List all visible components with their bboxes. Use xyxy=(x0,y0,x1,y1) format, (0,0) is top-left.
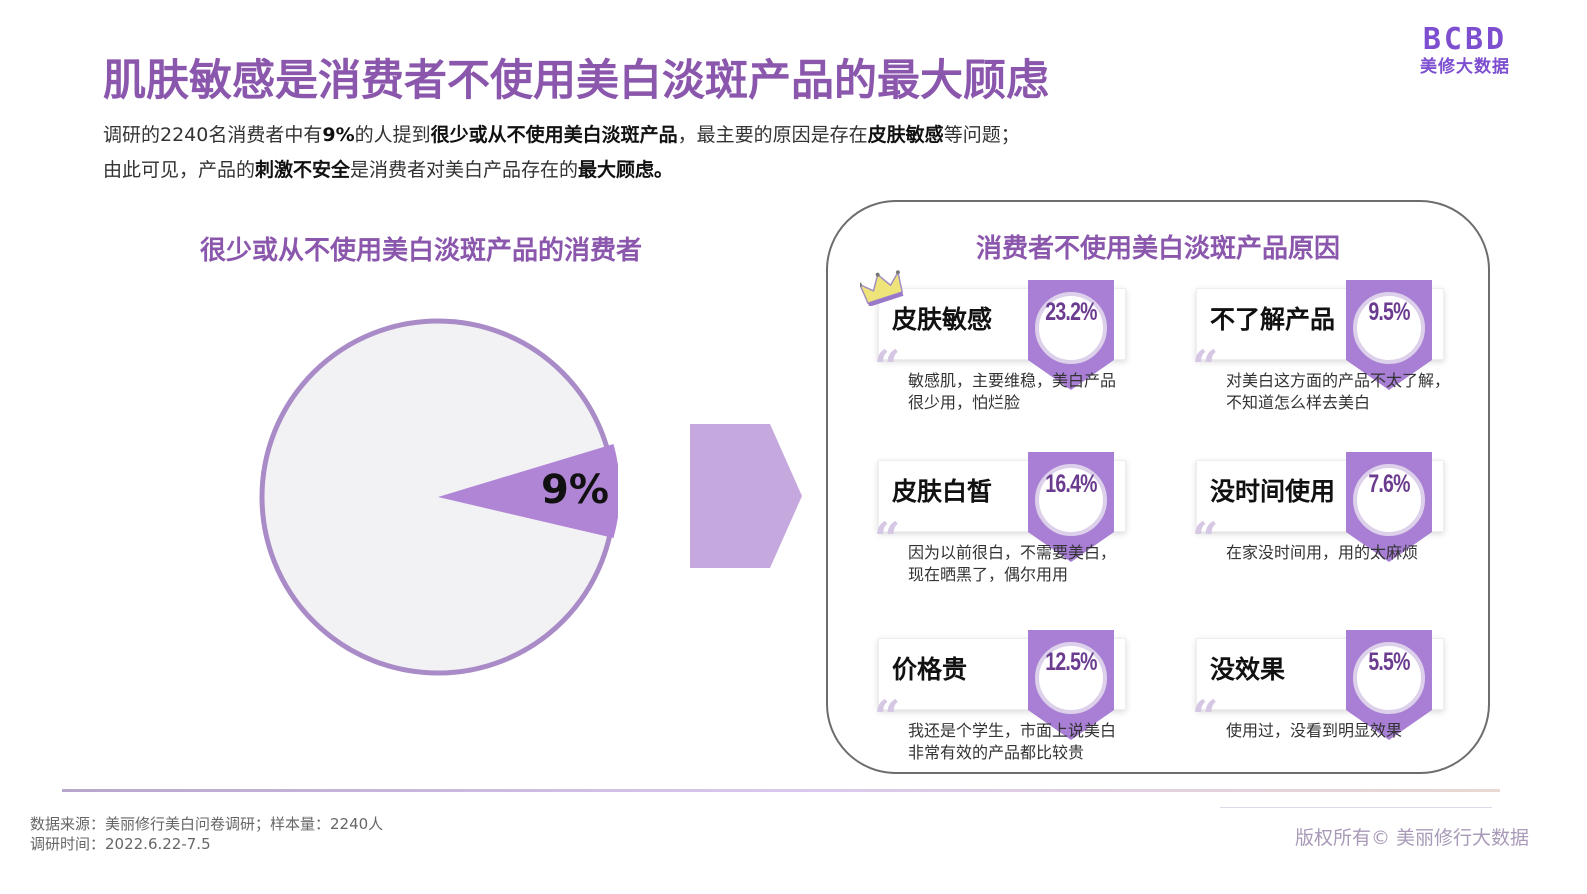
brand-logo: BCBD 美修大数据 xyxy=(1410,24,1520,78)
reason-label: 不了解产品 xyxy=(1210,305,1336,334)
reasons-panel: 消费者不使用美白淡斑产品原因 xyxy=(826,200,1490,774)
reason-quote: 在家没时间用，用的太麻烦 xyxy=(1226,542,1418,564)
summary-segment: 等问题； xyxy=(943,124,1020,146)
logo-mark: BCBD xyxy=(1422,22,1508,57)
reason-card: 没时间使用 7.6% “ 在家没时间用，用的太麻烦 xyxy=(1192,442,1496,612)
summary-segment-bold: 刺激不安全 xyxy=(255,159,351,181)
reason-card: 不了解产品 9.5% “ 对美白这方面的产品不太了解， 不知道怎么样去美白 xyxy=(1192,270,1496,440)
quote-line: 不知道怎么样去美白 xyxy=(1226,393,1371,412)
reason-quote: 使用过，没看到明显效果 xyxy=(1226,720,1402,742)
pie-chart: 9% xyxy=(259,318,618,676)
percent-badge xyxy=(1028,280,1114,390)
quote-icon: “ xyxy=(874,340,901,394)
data-source: 数据来源：美丽修行美白问卷调研；样本量：2240人 调研时间：2022.6.22… xyxy=(30,814,383,854)
summary-segment: 是消费者对美白产品存在的 xyxy=(350,159,579,181)
footer-divider-short xyxy=(1220,807,1492,808)
summary-line-2: 由此可见，产品的刺激不安全是消费者对美白产品存在的最大顾虑。 xyxy=(103,153,1020,188)
reason-quote: 因为以前很白，不需要美白， 现在晒黑了，偶尔用用 xyxy=(908,542,1116,586)
reason-percent: 9.5% xyxy=(1368,298,1410,326)
percent-badge xyxy=(1346,280,1432,390)
quote-icon: “ xyxy=(1192,690,1219,744)
summary-segment-bold: 最大顾虑。 xyxy=(578,159,674,181)
reason-label: 价格贵 xyxy=(892,655,968,684)
reason-label: 皮肤白皙 xyxy=(892,477,993,506)
reason-quote: 对美白这方面的产品不太了解， 不知道怎么样去美白 xyxy=(1226,370,1450,414)
survey-period: 调研时间：2022.6.22-7.5 xyxy=(30,835,211,853)
reason-card: 价格贵 12.5% “ 我还是个学生，市面上说美白 非常有效的产品都比较贵 xyxy=(874,620,1178,790)
reason-label: 没效果 xyxy=(1210,655,1286,684)
quote-line: 对美白这方面的产品不太了解， xyxy=(1226,371,1451,390)
quote-icon: “ xyxy=(1192,512,1219,566)
quote-line: 因为以前很白，不需要美白， xyxy=(908,543,1117,562)
summary-segment-bold: 很少或从不使用美白淡斑产品 xyxy=(430,124,678,146)
reason-card: 皮肤白皙 16.4% “ 因为以前很白，不需要美白， 现在晒黑了，偶尔用用 xyxy=(874,442,1178,612)
reason-percent: 5.5% xyxy=(1368,648,1410,676)
reason-quote: 敏感肌，主要维稳，美白产品 很少用，怕烂脸 xyxy=(908,370,1116,414)
footer-divider xyxy=(62,789,1500,792)
quote-line: 我还是个学生，市面上说美白 xyxy=(908,721,1117,740)
summary-line-1: 调研的2240名消费者中有9%的人提到很少或从不使用美白淡斑产品，最主要的原因是… xyxy=(103,118,1020,153)
reason-quote: 我还是个学生，市面上说美白 非常有效的产品都比较贵 xyxy=(908,720,1116,764)
arrow-right-icon xyxy=(690,424,802,568)
summary-segment: 调研的2240名消费者中有 xyxy=(103,124,323,146)
percent-badge xyxy=(1028,630,1114,740)
summary-segment: 由此可见，产品的 xyxy=(103,159,256,181)
quote-line: 现在晒黑了，偶尔用用 xyxy=(908,565,1069,584)
reason-percent: 7.6% xyxy=(1368,470,1410,498)
quote-line: 很少用，怕烂脸 xyxy=(908,393,1021,412)
percent-badge xyxy=(1346,452,1432,562)
crown-icon xyxy=(860,270,904,306)
page-title: 肌肤敏感是消费者不使用美白淡斑产品的最大顾虑 xyxy=(103,56,1049,106)
reason-percent: 12.5% xyxy=(1045,648,1097,676)
summary-text: 调研的2240名消费者中有9%的人提到很少或从不使用美白淡斑产品，最主要的原因是… xyxy=(103,118,1020,188)
reason-label: 没时间使用 xyxy=(1210,477,1336,506)
reason-percent: 16.4% xyxy=(1045,470,1097,498)
copyright: 版权所有© 美丽修行大数据 xyxy=(1295,827,1530,849)
reason-percent: 23.2% xyxy=(1045,298,1097,326)
reason-card: 皮肤敏感 23.2% “ 敏感肌，主要维稳，美白产品 很少用，怕烂脸 xyxy=(874,270,1178,440)
reason-card: 没效果 5.5% “ 使用过，没看到明显效果 xyxy=(1192,620,1496,790)
summary-segment-bold: 皮肤敏感 xyxy=(867,124,944,146)
percent-badge xyxy=(1028,452,1114,562)
quote-line: 敏感肌，主要维稳，美白产品 xyxy=(908,371,1117,390)
summary-segment-bold: 9% xyxy=(322,124,355,146)
summary-segment: ，最主要的原因是存在 xyxy=(677,124,868,146)
summary-segment: 的人提到 xyxy=(354,124,431,146)
pie-slice-label: 9% xyxy=(541,467,609,513)
quote-icon: “ xyxy=(874,512,901,566)
percent-badge xyxy=(1346,630,1432,740)
quote-line: 在家没时间用，用的太麻烦 xyxy=(1226,543,1419,562)
quote-line: 使用过，没看到明显效果 xyxy=(1226,721,1403,740)
logo-subtitle: 美修大数据 xyxy=(1420,57,1510,77)
quote-icon: “ xyxy=(1192,340,1219,394)
source-line: 数据来源：美丽修行美白问卷调研；样本量：2240人 xyxy=(30,815,384,833)
quote-icon: “ xyxy=(874,690,901,744)
reason-label: 皮肤敏感 xyxy=(892,305,993,334)
reasons-panel-title: 消费者不使用美白淡斑产品原因 xyxy=(975,234,1340,264)
pie-chart-title: 很少或从不使用美白淡斑产品的消费者 xyxy=(200,236,643,266)
pie-slice-9-percent xyxy=(438,444,618,538)
quote-line: 非常有效的产品都比较贵 xyxy=(908,743,1085,762)
